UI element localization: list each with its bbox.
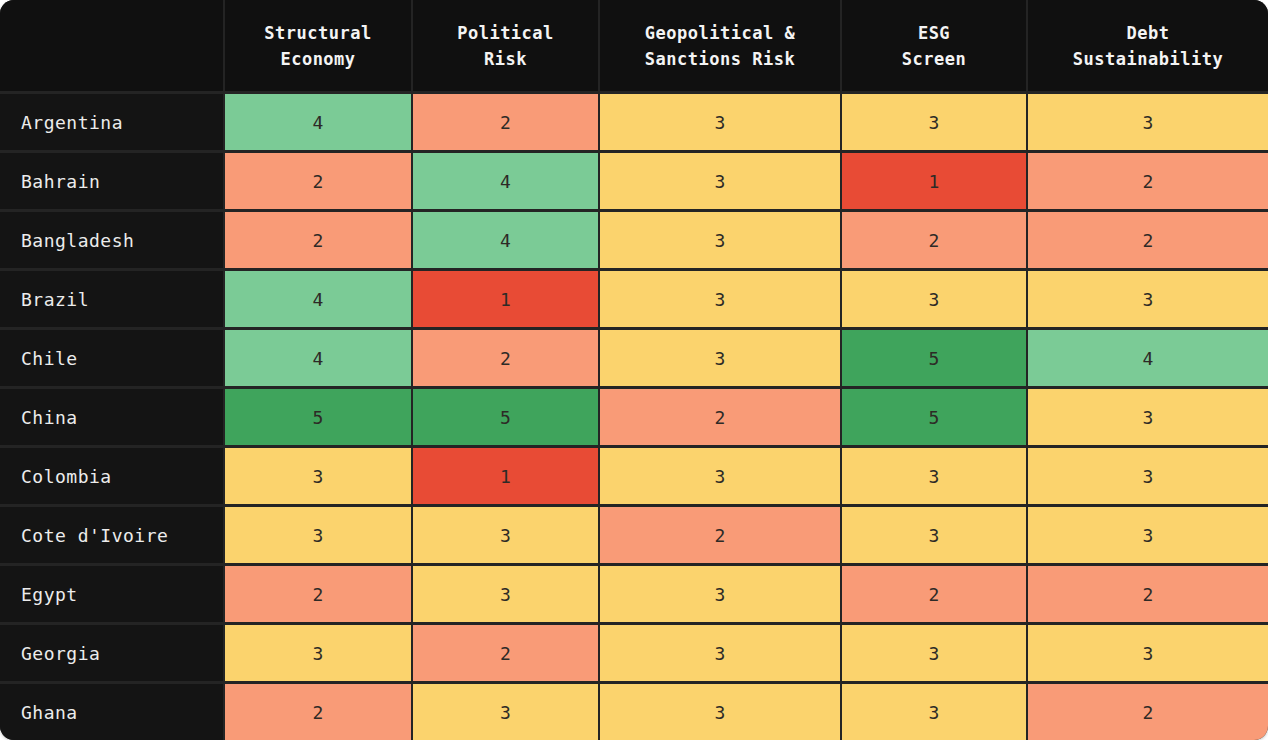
row-label: Colombia [0,448,223,504]
corner-cell [0,0,223,91]
score-cell: 3 [225,507,411,563]
column-header-line: Political [457,20,554,46]
row-label: Bangladesh [0,212,223,268]
score-cell: 2 [1028,212,1268,268]
score-cell: 3 [413,507,598,563]
score-cell: 2 [842,212,1026,268]
column-header-line: Structural [264,20,371,46]
score-cell: 2 [600,507,840,563]
heatmap-table: StructuralEconomyPoliticalRiskGeopolitic… [0,0,1268,740]
score-cell: 3 [842,94,1026,150]
column-header-line: Sanctions Risk [645,46,795,72]
score-cell: 2 [842,566,1026,622]
score-cell: 4 [413,212,598,268]
row-label: Argentina [0,94,223,150]
score-cell: 2 [413,625,598,681]
score-cell: 3 [842,507,1026,563]
score-cell: 3 [842,271,1026,327]
column-header: Geopolitical &Sanctions Risk [600,0,840,91]
column-header-line: Debt [1127,20,1170,46]
score-cell: 3 [413,566,598,622]
score-cell: 5 [413,389,598,445]
score-cell: 4 [1028,330,1268,386]
score-cell: 1 [842,153,1026,209]
score-cell: 3 [600,94,840,150]
column-header-line: ESG [918,20,950,46]
score-cell: 3 [1028,389,1268,445]
column-header: DebtSustainability [1028,0,1268,91]
score-cell: 3 [600,625,840,681]
score-cell: 2 [600,389,840,445]
score-cell: 5 [842,330,1026,386]
score-cell: 2 [413,330,598,386]
score-cell: 3 [600,271,840,327]
score-cell: 3 [600,684,840,740]
score-cell: 3 [1028,448,1268,504]
score-cell: 1 [413,448,598,504]
column-header-line: Economy [280,46,355,72]
score-cell: 2 [1028,684,1268,740]
score-cell: 3 [1028,507,1268,563]
country-risk-scorecard: StructuralEconomyPoliticalRiskGeopolitic… [0,0,1268,740]
score-cell: 4 [413,153,598,209]
score-cell: 2 [225,566,411,622]
score-cell: 3 [600,153,840,209]
column-header-line: Screen [902,46,966,72]
score-cell: 4 [225,330,411,386]
score-cell: 3 [413,684,598,740]
score-cell: 3 [842,448,1026,504]
score-cell: 3 [600,566,840,622]
row-label: Georgia [0,625,223,681]
score-cell: 1 [413,271,598,327]
score-cell: 2 [413,94,598,150]
score-cell: 3 [1028,625,1268,681]
column-header: StructuralEconomy [225,0,411,91]
score-cell: 3 [600,330,840,386]
score-cell: 2 [225,684,411,740]
column-header-line: Sustainability [1073,46,1223,72]
score-cell: 3 [1028,271,1268,327]
score-cell: 3 [225,625,411,681]
score-cell: 3 [225,448,411,504]
score-cell: 4 [225,94,411,150]
score-cell: 3 [600,448,840,504]
score-cell: 2 [1028,566,1268,622]
score-cell: 2 [225,212,411,268]
column-header: ESGScreen [842,0,1026,91]
score-cell: 4 [225,271,411,327]
score-cell: 5 [225,389,411,445]
row-label: Ghana [0,684,223,740]
column-header-line: Geopolitical & [645,20,795,46]
row-label: Bahrain [0,153,223,209]
score-cell: 3 [600,212,840,268]
score-cell: 5 [842,389,1026,445]
score-cell: 3 [1028,94,1268,150]
row-label: Chile [0,330,223,386]
score-cell: 3 [842,684,1026,740]
score-cell: 3 [842,625,1026,681]
score-cell: 2 [1028,153,1268,209]
row-label: Egypt [0,566,223,622]
column-header: PoliticalRisk [413,0,598,91]
row-label: China [0,389,223,445]
score-cell: 2 [225,153,411,209]
row-label: Cote d'Ivoire [0,507,223,563]
column-header-line: Risk [484,46,527,72]
row-label: Brazil [0,271,223,327]
